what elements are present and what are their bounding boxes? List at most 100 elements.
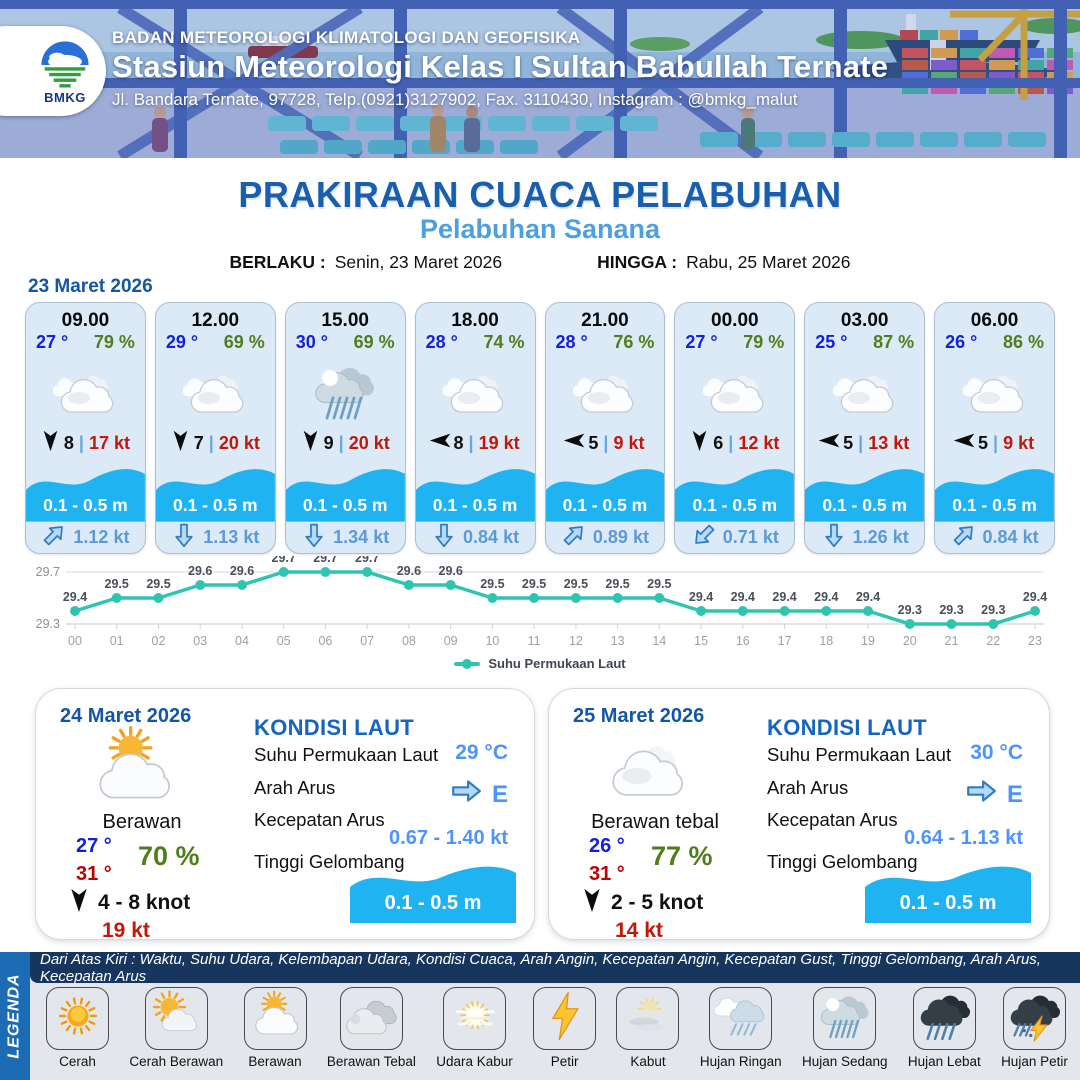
svg-text:29.4: 29.4 bbox=[1023, 590, 1047, 604]
humidity: 77 % bbox=[651, 841, 713, 871]
gust-speed: 20 kt bbox=[218, 432, 260, 453]
current-speed-value: 0.64 - 1.13 kt bbox=[904, 827, 1023, 849]
agency-name: BADAN METEOROLOGI KLIMATOLOGI DAN GEOFIS… bbox=[112, 28, 581, 47]
current-direction-label: Arah Arus bbox=[767, 777, 849, 798]
current-row: 0.71 kt bbox=[675, 522, 794, 553]
haze-sun-icon bbox=[449, 990, 501, 1047]
weather-icon-cloud bbox=[156, 355, 275, 429]
legend-item: Cerah Berawan bbox=[129, 987, 223, 1080]
svg-text:05: 05 bbox=[277, 634, 291, 648]
current-row: 1.12 kt bbox=[26, 522, 145, 553]
gust-speed: 14 kt bbox=[615, 919, 663, 942]
humidity: 70 % bbox=[138, 841, 200, 871]
current-speed: 0.84 kt bbox=[982, 527, 1039, 547]
svg-text:11: 11 bbox=[528, 634, 541, 648]
svg-text:29.5: 29.5 bbox=[146, 577, 170, 591]
separator: | bbox=[603, 432, 609, 453]
svg-text:01: 01 bbox=[110, 634, 124, 648]
hourly-forecast-card: 18.00 28 ° 74 % 8 | 19 kt 0.1 - 0.5 m 0.… bbox=[414, 302, 536, 554]
daily-card-24: 24 Maret 2026 Berawan 27 ° 31 ° 70 % 4 -… bbox=[35, 688, 535, 942]
wave-height-value: 0.1 - 0.5 m bbox=[899, 892, 997, 914]
daily-card-25: 25 Maret 2026 Berawan tebal 26 ° 31 ° 77… bbox=[548, 688, 1050, 942]
svg-text:29.5: 29.5 bbox=[522, 577, 546, 591]
time-label: 00.00 bbox=[711, 310, 759, 331]
wind-row: 8 | 19 kt bbox=[416, 428, 535, 458]
gust-speed: 19 kt bbox=[102, 919, 150, 942]
humidity: 69 % bbox=[353, 332, 395, 352]
wave-height-value: 0.1 - 0.5 m bbox=[302, 495, 388, 515]
legend-item-label: Hujan Lebat bbox=[907, 1054, 981, 1069]
air-temperature: 26 ° bbox=[945, 332, 978, 352]
temp-humidity-row: 26 ° 86 % bbox=[935, 330, 1054, 355]
humidity: 79 % bbox=[743, 332, 785, 352]
svg-text:16: 16 bbox=[736, 634, 750, 648]
cloud-sun-icon bbox=[249, 990, 301, 1047]
air-temperature: 28 ° bbox=[555, 332, 588, 352]
temp-min: 27 ° bbox=[76, 835, 112, 857]
gust-speed: 19 kt bbox=[478, 432, 520, 453]
rain-thunder-icon bbox=[1008, 990, 1061, 1047]
legend-item: Hujan Petir bbox=[1001, 987, 1068, 1080]
wave-height-band: 0.1 - 0.5 m bbox=[935, 460, 1054, 522]
daily-date: 25 Maret 2026 bbox=[573, 705, 705, 727]
bmkg-logo-icon bbox=[41, 40, 89, 89]
svg-text:00: 00 bbox=[68, 634, 82, 648]
legend-section: LEGENDA Dari Atas Kiri : Waktu, Suhu Uda… bbox=[0, 951, 1080, 1080]
wind-row: 9 | 20 kt bbox=[286, 428, 405, 458]
legend-item: Hujan Ringan bbox=[700, 987, 782, 1080]
svg-text:02: 02 bbox=[152, 634, 166, 648]
legend-item: Petir bbox=[533, 987, 597, 1080]
weather-icon-cloud bbox=[26, 355, 145, 429]
wind-direction-arrow bbox=[953, 429, 975, 457]
wind-row: 4 - 8 knot bbox=[68, 887, 190, 919]
svg-text:29.5: 29.5 bbox=[647, 577, 671, 591]
legend-strip: LEGENDA bbox=[0, 952, 30, 1080]
rain-heavy-icon bbox=[918, 990, 971, 1047]
wind-direction-arrow bbox=[581, 887, 603, 919]
svg-text:29.7: 29.7 bbox=[36, 565, 60, 579]
svg-text:29.7: 29.7 bbox=[355, 556, 379, 565]
svg-text:29.4: 29.4 bbox=[731, 590, 755, 604]
wave-height-value: 0.1 - 0.5 m bbox=[952, 495, 1037, 515]
wave-height-value: 0.1 - 0.5 m bbox=[432, 495, 518, 515]
svg-text:18: 18 bbox=[819, 634, 833, 648]
current-speed: 0.84 kt bbox=[463, 527, 520, 547]
svg-text:29.5: 29.5 bbox=[480, 577, 504, 591]
legend-item-label: Kabut bbox=[630, 1054, 666, 1069]
svg-text:29.5: 29.5 bbox=[564, 577, 588, 591]
wind-row: 8 | 17 kt bbox=[26, 428, 145, 458]
separator: | bbox=[858, 432, 864, 453]
legend-icon-box bbox=[1002, 987, 1066, 1050]
current-direction-arrow bbox=[691, 522, 717, 553]
legend-item: Cerah bbox=[46, 987, 109, 1080]
wind-speed: 5 bbox=[978, 432, 989, 453]
current-direction-arrow bbox=[431, 522, 457, 553]
legend-item-label: Hujan Sedang bbox=[801, 1054, 888, 1069]
valid-from-value: Senin, 23 Maret 2026 bbox=[334, 252, 503, 272]
svg-text:29.4: 29.4 bbox=[856, 590, 880, 604]
daily-date: 24 Maret 2026 bbox=[60, 705, 192, 727]
hourly-forecast-card: 00.00 27 ° 79 % 6 | 12 kt 0.1 - 0.5 m 0.… bbox=[674, 302, 796, 554]
time-label: 18.00 bbox=[451, 310, 499, 331]
legend-item-label: Hujan Ringan bbox=[699, 1054, 782, 1069]
svg-text:29.4: 29.4 bbox=[814, 590, 838, 604]
rain-light-icon bbox=[713, 990, 767, 1047]
svg-text:07: 07 bbox=[360, 634, 374, 648]
current-row: 1.34 kt bbox=[286, 522, 405, 553]
wind-speed: 8 bbox=[63, 432, 74, 453]
separator: | bbox=[338, 432, 344, 453]
svg-text:29.3: 29.3 bbox=[981, 603, 1005, 617]
current-direction-arrow bbox=[301, 522, 327, 553]
sea-conditions-title: KONDISI LAUT bbox=[254, 715, 415, 740]
svg-text:29.4: 29.4 bbox=[689, 590, 713, 604]
separator: | bbox=[208, 432, 214, 453]
hourly-forecast-card: 21.00 28 ° 76 % 5 | 9 kt 0.1 - 0.5 m 0.8… bbox=[544, 302, 666, 554]
temp-humidity-row: 28 ° 74 % bbox=[416, 330, 535, 355]
port-illustration bbox=[0, 0, 1080, 158]
legend-icon-box bbox=[709, 987, 773, 1050]
current-direction-arrow bbox=[821, 522, 847, 553]
humidity: 87 % bbox=[873, 332, 915, 352]
fog-icon bbox=[622, 990, 674, 1047]
port-name: Pelabuhan Sanana bbox=[419, 214, 661, 244]
gust-speed: 9 kt bbox=[613, 432, 645, 453]
